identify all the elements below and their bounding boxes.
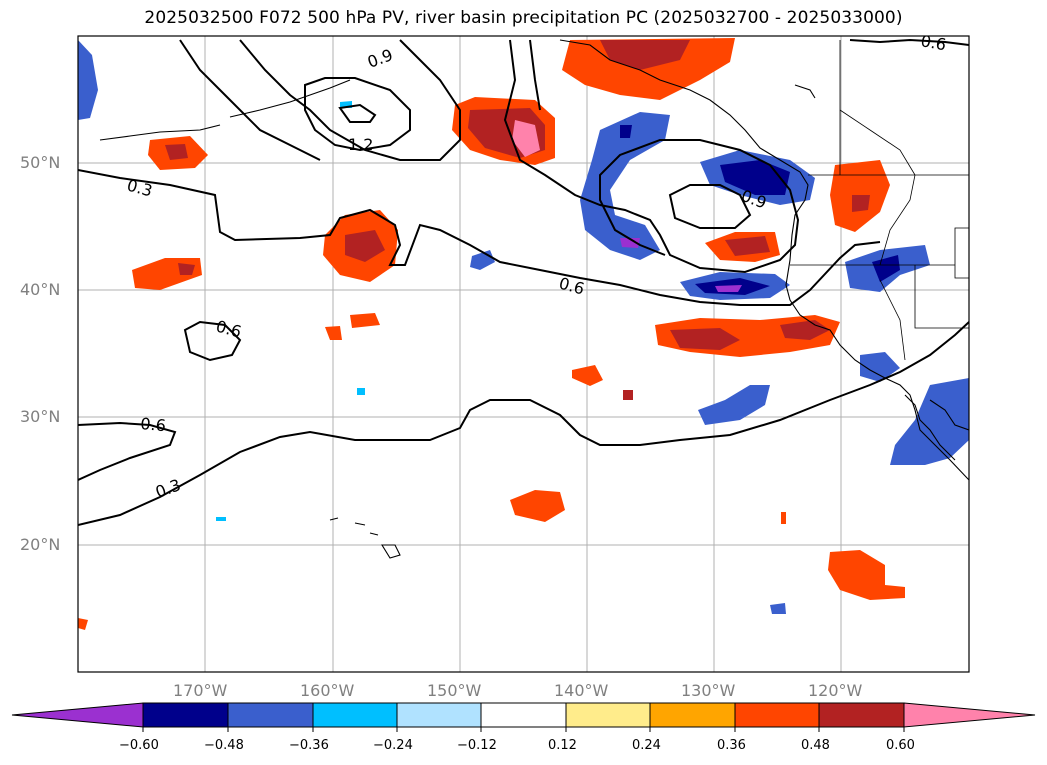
blob-positive	[562, 38, 735, 100]
blob-positive-peak	[512, 120, 540, 157]
colorbar-tick-label: −0.24	[373, 738, 413, 753]
blob-negative	[580, 112, 670, 260]
colorbar-tick-label: −0.36	[289, 738, 329, 753]
colorbar-segment	[142, 702, 229, 728]
colorbar-segment	[312, 702, 398, 728]
colorbar-tick-label: 0.36	[717, 738, 746, 753]
lon-label-160w: 160°W	[300, 681, 355, 700]
blob-positive	[781, 512, 786, 524]
contour-label: 1.2	[348, 135, 373, 154]
colorbar-segment	[396, 702, 482, 728]
contour-label: 0.6	[140, 414, 167, 435]
precip-anomaly-blobs	[78, 38, 969, 630]
colorbar-segment	[649, 702, 736, 728]
colorbar-tick-label: 0.24	[632, 738, 661, 753]
blob-positive-core	[165, 144, 188, 160]
blob-negative	[770, 603, 786, 614]
blob-positive	[350, 313, 380, 328]
blob-positive	[828, 550, 905, 600]
lat-label-50n: 50°N	[20, 153, 61, 172]
lon-label-120w: 120°W	[808, 681, 863, 700]
colorbar	[11, 702, 1036, 732]
blob-negative	[698, 385, 770, 425]
colorbar-segment	[818, 702, 905, 728]
colorbar-tick-label: −0.12	[457, 738, 497, 753]
lon-label-130w: 130°W	[681, 681, 736, 700]
colorbar-tick-label: 0.60	[886, 738, 915, 753]
lon-label-170w: 170°W	[173, 681, 228, 700]
blob-positive-core	[670, 328, 740, 350]
blob-negative-core	[872, 255, 900, 282]
colorbar-tick-label: −0.60	[119, 738, 159, 753]
blob-negative-core	[620, 238, 640, 248]
colorbar-extend-min	[11, 702, 144, 728]
coastlines	[99, 39, 969, 559]
blob-positive-core	[725, 236, 770, 256]
pv-contours	[78, 38, 969, 526]
blob-positive	[325, 326, 342, 340]
plot-frame	[77, 35, 970, 673]
colorbar-segment	[227, 702, 314, 728]
lon-label-140w: 140°W	[554, 681, 609, 700]
blob-positive-core	[852, 195, 870, 212]
map-title: 2025032500 F072 500 hPa PV, river basin …	[144, 8, 903, 28]
colorbar-segment	[734, 702, 820, 728]
blob-negative	[78, 40, 98, 120]
blob-positive	[510, 490, 565, 522]
blob-negative	[890, 378, 969, 465]
blob-positive-core	[600, 40, 690, 70]
colorbar-extend-max	[903, 702, 1036, 728]
colorbar-tick-label: 0.12	[548, 738, 577, 753]
blob-positive	[78, 618, 88, 630]
blob-negative-core	[715, 285, 742, 292]
colorbar-segment	[480, 702, 567, 728]
colorbar-segment	[565, 702, 651, 728]
blob-negative	[357, 388, 365, 395]
lat-label-30n: 30°N	[20, 407, 61, 426]
blob-positive	[572, 365, 603, 386]
colorbar-tick-label: −0.48	[204, 738, 244, 753]
blob-positive-core	[345, 230, 385, 262]
borders	[790, 40, 969, 361]
blob-positive-core	[178, 263, 195, 275]
blob-negative	[860, 352, 900, 382]
contour-label: 0.6	[919, 31, 947, 54]
blob-negative	[216, 517, 226, 521]
blob-negative-core	[620, 125, 632, 138]
blob-positive-core	[780, 320, 830, 340]
lat-label-40n: 40°N	[20, 280, 61, 299]
lon-label-150w: 150°W	[427, 681, 482, 700]
colorbar-tick-label: 0.48	[801, 738, 830, 753]
lat-label-20n: 20°N	[20, 535, 61, 554]
blob-positive-core	[623, 390, 633, 400]
